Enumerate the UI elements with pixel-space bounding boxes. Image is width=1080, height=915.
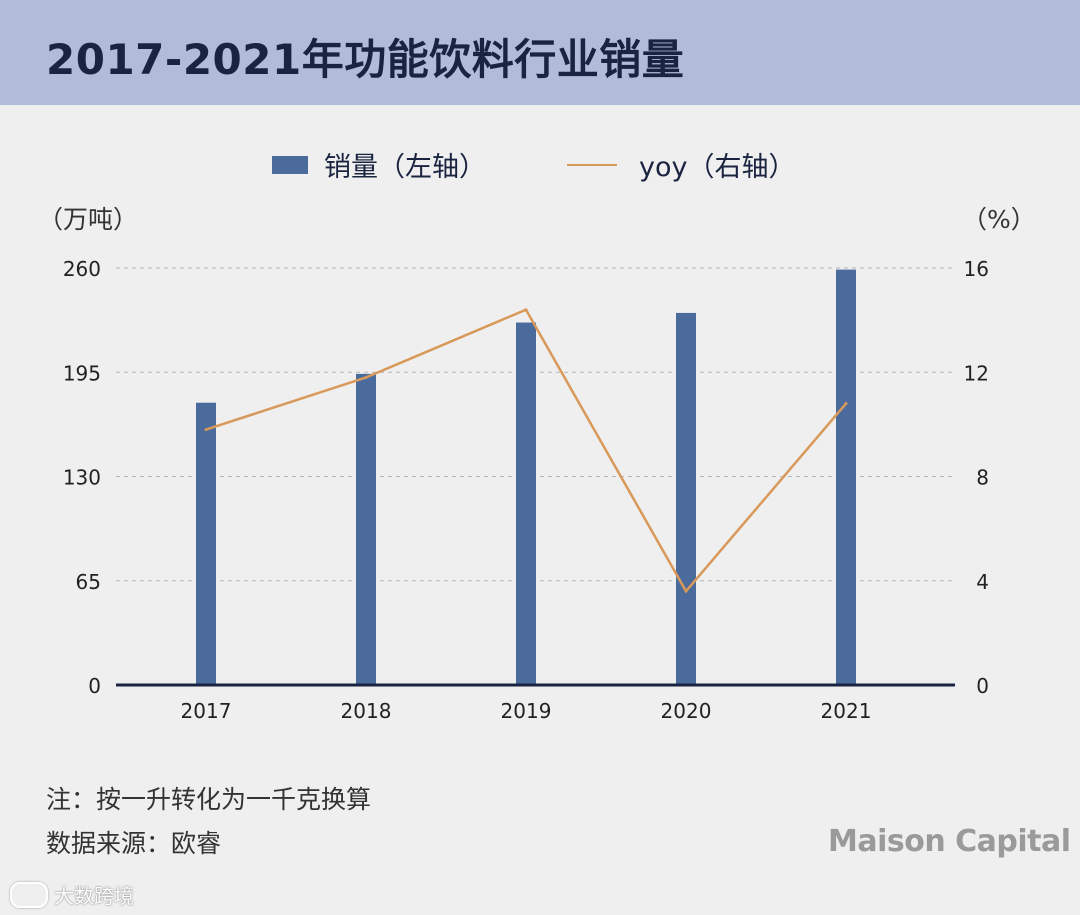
bar-2020 [676, 312, 696, 685]
header-banner: 2017-2021年功能饮料行业销量 [0, 0, 1080, 105]
yoy-point-2020 [684, 589, 688, 593]
watermark-icon [10, 881, 48, 908]
yoy-point-2018 [364, 375, 368, 379]
y-right-tick-label: 12 [964, 361, 989, 385]
y-left-tick-label: 195 [63, 361, 101, 385]
y-left-tick-label: 65 [76, 570, 101, 594]
y-right-tick-label: 0 [976, 674, 989, 698]
legend-item-yoy: yoy（右轴） [567, 145, 795, 184]
legend-item-sales: 销量（左轴） [272, 145, 486, 184]
y-left-tick-label: 0 [88, 674, 101, 698]
chart-source: 数据来源：欧睿 [46, 829, 222, 858]
y-right-axis-title: （%） [962, 205, 1036, 234]
x-tick-label: 2018 [341, 699, 392, 723]
legend-line-swatch [567, 163, 617, 166]
watermark: 大数跨境 [10, 880, 134, 909]
legend-sales-label: 销量（左轴） [324, 152, 486, 183]
yoy-point-2017 [204, 428, 208, 432]
chart-legend: 销量（左轴） yoy（右轴） [0, 145, 1080, 185]
bar-2018 [356, 373, 376, 685]
y-right-tick-label: 16 [964, 257, 989, 281]
bar-2019 [516, 322, 536, 685]
y-right-tick-label: 8 [976, 466, 989, 490]
y-left-axis-title: （万吨） [38, 205, 138, 234]
bar-2021 [836, 269, 856, 685]
yoy-point-2019 [524, 308, 528, 312]
x-tick-label: 2017 [181, 699, 232, 723]
x-tick-label: 2020 [661, 699, 712, 723]
y-left-tick-label: 130 [63, 466, 101, 490]
legend-yoy-label: yoy（右轴） [639, 152, 796, 183]
bar-2017 [196, 402, 216, 685]
page-title: 2017-2021年功能饮料行业销量 [46, 35, 685, 84]
watermark-text: 大数跨境 [54, 884, 134, 908]
chart-plot: （万吨） （%） 0 0 65 4 130 8 195 12 260 16 2017 2018 2019 20… [38, 205, 1036, 723]
y-right-tick-label: 4 [976, 570, 989, 594]
y-left-tick-label: 260 [63, 257, 101, 281]
yoy-point-2021 [844, 402, 848, 406]
brand-logo: Maison Capital [828, 824, 1071, 859]
chart-note: 注：按一升转化为一千克换算 [46, 785, 372, 814]
legend-bar-swatch [272, 155, 308, 174]
x-tick-label: 2021 [821, 699, 872, 723]
x-tick-label: 2019 [501, 699, 552, 723]
